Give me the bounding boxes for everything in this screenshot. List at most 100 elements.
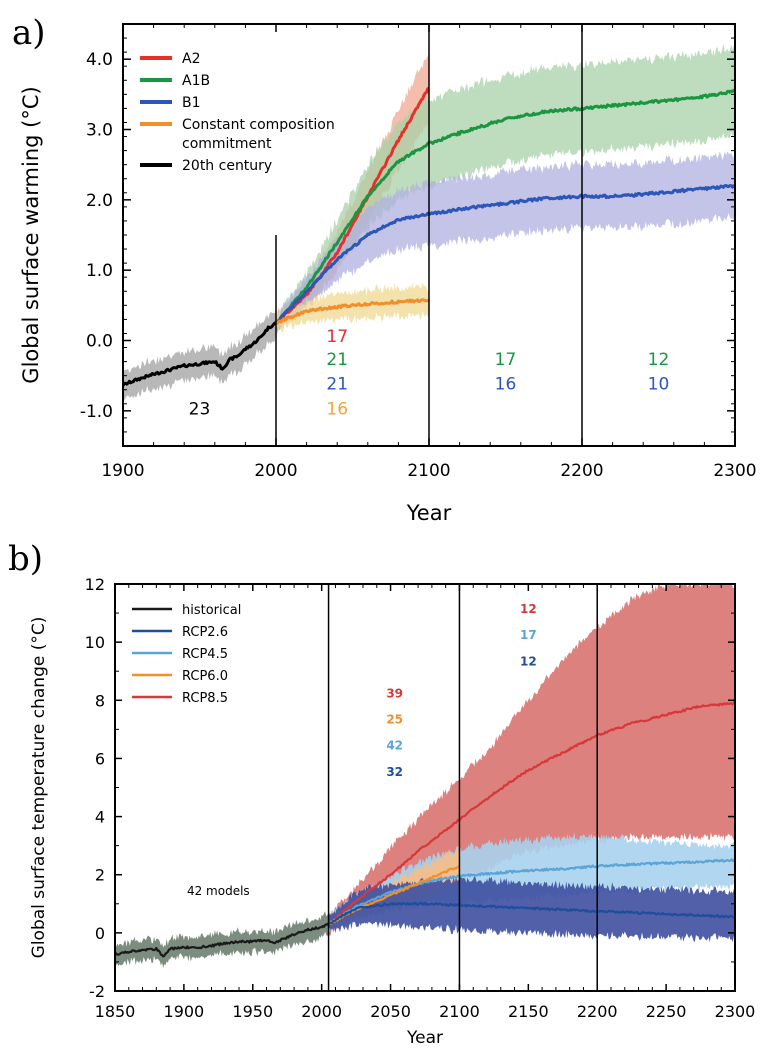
x-axis-title: Year <box>406 501 452 525</box>
legend-label: RCP2.6 <box>182 625 228 640</box>
x-tick-label: 2100 <box>407 461 450 481</box>
legend-item: 20th century <box>140 158 272 174</box>
model-count-label: 21 <box>326 375 348 395</box>
x-tick-label: 2100 <box>439 1002 480 1021</box>
legend-label: RCP6.0 <box>182 669 228 684</box>
legend: historical RCP2.6 RCP4.5 RCP6.0 RCP8.5 <box>132 603 241 706</box>
model-count-label: 17 <box>495 350 517 370</box>
legend-label: RCP8.5 <box>182 691 228 706</box>
series-band-constant-composition-commitment <box>276 282 429 333</box>
series-line-20th-century <box>123 321 277 387</box>
model-count-label: 16 <box>495 375 517 395</box>
x-tick-label: 2200 <box>577 1002 618 1021</box>
y-tick-label: 0 <box>95 924 105 943</box>
model-count-label: 42 <box>386 739 403 753</box>
model-count-label: 16 <box>326 399 348 419</box>
panel-label: a) <box>12 13 46 53</box>
x-tick-label: 2000 <box>254 461 297 481</box>
model-count-label: 23 <box>189 399 211 419</box>
model-count-note: 42 models <box>187 884 250 898</box>
legend-item: Constant composition commitment <box>140 117 335 152</box>
legend-item: A2 <box>140 51 200 67</box>
y-tick-label: 10 <box>85 633 105 652</box>
line-layer <box>115 701 735 958</box>
x-tick-label: 2000 <box>301 1002 342 1021</box>
x-tick-label: 1900 <box>164 1002 205 1021</box>
legend: A2 A1B B1 Constant composition commitment 20t… <box>140 51 335 174</box>
legend-label: A2 <box>182 51 200 67</box>
model-count-label: 17 <box>520 628 537 642</box>
x-tick-label: 2250 <box>646 1002 687 1021</box>
x-tick-label: 1900 <box>101 461 144 481</box>
model-count-label: 21 <box>326 350 348 370</box>
x-tick-label: 2150 <box>508 1002 549 1021</box>
legend-label-line: commitment <box>182 136 272 152</box>
chart-panel-b: b)1850 1900 1950 2000 2050 2100 2150 2200 2250 23… <box>8 539 755 1048</box>
series-band-20th-century <box>123 305 276 401</box>
series-band-historical <box>115 911 329 968</box>
y-axis: -2 0 2 4 6 8 10 12 <box>85 575 735 1001</box>
x-tick-label: 2200 <box>560 461 603 481</box>
model-count-label: 32 <box>386 765 403 779</box>
legend-item: RCP2.6 <box>132 625 228 640</box>
plot-area <box>115 584 735 968</box>
series-line-a1b <box>274 88 735 325</box>
legend-item: B1 <box>140 95 201 111</box>
y-tick-label: -2 <box>89 982 105 1001</box>
y-tick-label: 8 <box>95 691 105 710</box>
y-tick-label: 4.0 <box>86 50 113 70</box>
x-axis-title: Year <box>406 1028 443 1048</box>
panel-label: b) <box>8 539 43 579</box>
legend-label: Constant composition commitment <box>182 117 335 152</box>
model-count-label: 12 <box>648 350 670 370</box>
y-tick-label: 2 <box>95 866 105 885</box>
x-axis: 1850 1900 1950 2000 2050 2100 2150 2200 2250 2300 <box>95 584 756 1021</box>
y-tick-label: 6 <box>95 749 105 768</box>
legend-label: 20th century <box>182 158 272 174</box>
model-count-label: 12 <box>520 602 537 616</box>
legend-label: A1B <box>182 73 210 89</box>
x-tick-label: 2300 <box>715 1002 756 1021</box>
legend-label: RCP4.5 <box>182 647 228 662</box>
annotations: 42 models 39 25 42 32 12 17 12 <box>187 602 537 898</box>
model-count-label: 39 <box>386 686 403 700</box>
series-band-rcp8-5 <box>328 584 735 937</box>
series-line-b1 <box>275 183 735 325</box>
series-line-historical <box>115 922 330 958</box>
annotations: 23 17 21 21 16 17 16 12 10 <box>189 327 670 419</box>
y-axis-title: Global surface temperature change (°C) <box>29 617 49 959</box>
x-tick-label: 2300 <box>713 461 756 481</box>
series-line-rcp8-5 <box>327 701 735 926</box>
x-axis: 1900 2000 2100 2200 2300 <box>101 24 757 481</box>
legend-label-line: Constant composition <box>182 117 335 133</box>
y-axis-title: Global surface warming (°C) <box>19 86 43 383</box>
model-count-label: 10 <box>648 375 670 395</box>
x-tick-label: 1950 <box>232 1002 273 1021</box>
chart-panel-a: a) 1900 2000 2100 2200 2300 -1.0 0.0 1.0 2.0 3.0 4.… <box>12 13 757 525</box>
legend-label: historical <box>182 603 241 618</box>
series-line-constant-composition-commitment <box>275 298 431 325</box>
x-tick-label: 1850 <box>95 1002 136 1021</box>
legend-label: B1 <box>182 95 201 111</box>
y-tick-label: 3.0 <box>86 121 113 141</box>
model-count-label: 17 <box>326 327 348 347</box>
y-tick-label: 1.0 <box>86 261 113 281</box>
series-line-rcp2-6 <box>327 901 735 926</box>
model-count-label: 25 <box>386 713 403 727</box>
series-band-a1b <box>276 43 735 335</box>
legend-item: historical <box>132 603 241 618</box>
series-band-rcp4-5 <box>328 832 735 933</box>
legend-item: RCP6.0 <box>132 669 228 684</box>
y-tick-label: 4 <box>95 808 105 827</box>
y-tick-label: 12 <box>85 575 105 594</box>
y-axis: -1.0 0.0 1.0 2.0 3.0 4.0 <box>80 23 735 447</box>
y-tick-label: -1.0 <box>80 402 113 422</box>
y-tick-label: 0.0 <box>86 332 113 352</box>
y-tick-label: 2.0 <box>86 191 113 211</box>
legend-item: RCP8.5 <box>132 691 228 706</box>
series-line-rcp4-5 <box>327 858 735 926</box>
model-count-label: 12 <box>520 654 537 668</box>
line-layer <box>123 86 735 387</box>
plot-area <box>123 43 735 401</box>
